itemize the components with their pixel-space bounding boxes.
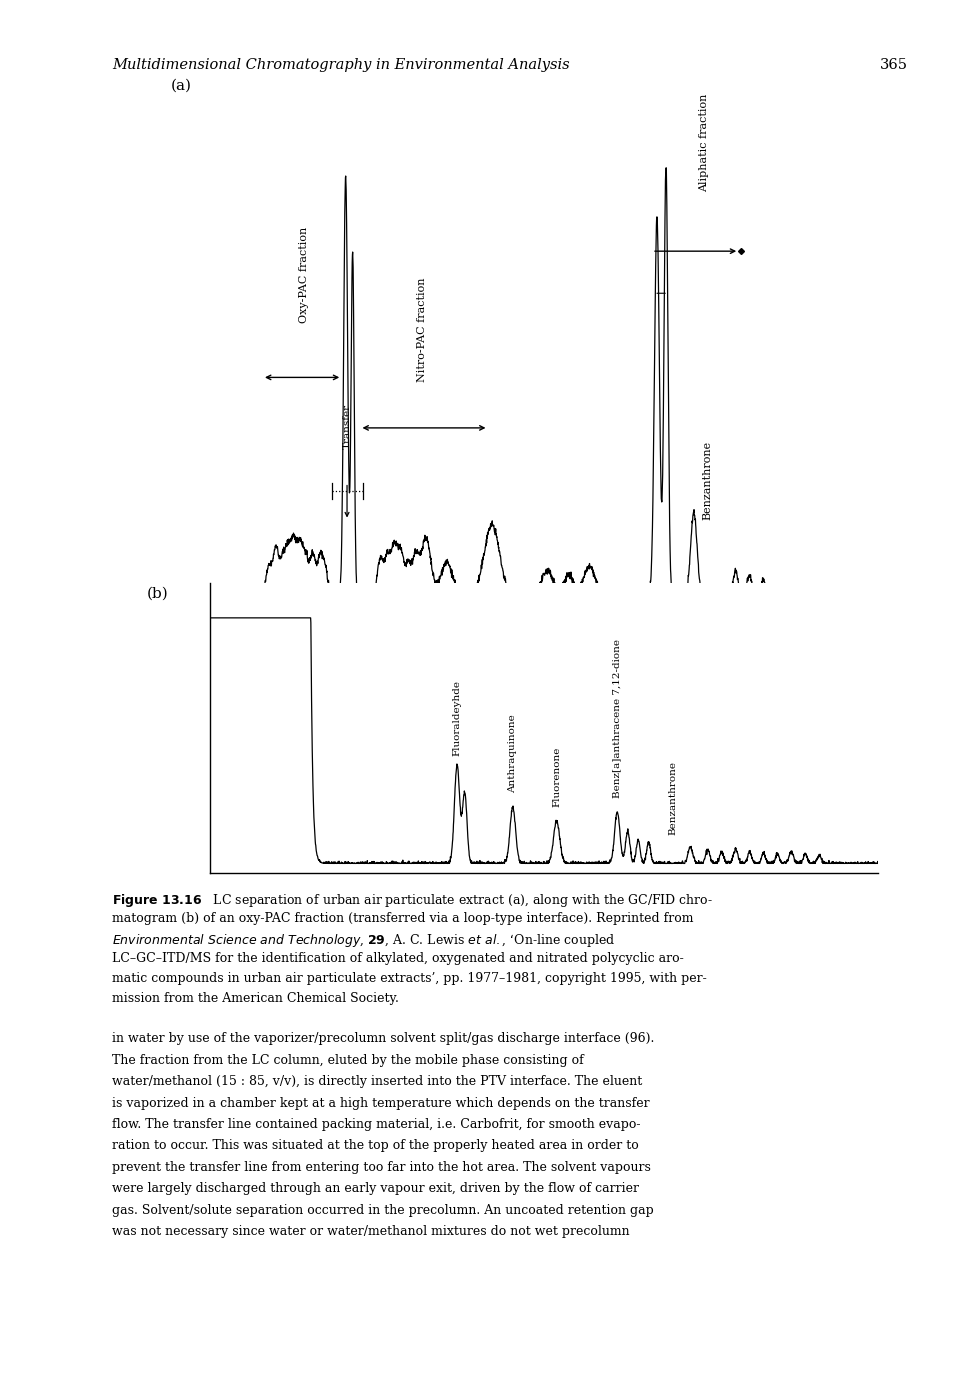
Text: Benzanthrone: Benzanthrone [669,761,677,836]
Text: Benz[a]anthracene 7,12-dione: Benz[a]anthracene 7,12-dione [613,639,622,798]
Text: ration to occur. This was situated at the top of the properly heated area in ord: ration to occur. This was situated at th… [112,1139,639,1152]
Text: water/methanol (15 : 85, v/v), is directly inserted into the PTV interface. The : water/methanol (15 : 85, v/v), is direct… [112,1076,642,1088]
Text: (b): (b) [146,587,168,601]
Text: LC–GC–ITD/MS for the identification of alkylated, oxygenated and nitrated polycy: LC–GC–ITD/MS for the identification of a… [112,953,684,965]
Text: 365: 365 [879,58,908,72]
Text: was not necessary since water or water/methanol mixtures do not wet precolumn: was not necessary since water or water/m… [112,1225,630,1237]
Text: Transfer: Transfer [343,403,351,449]
Text: $\mathbf{Figure\ 13.16}$   LC separation of urban air particulate extract (a), a: $\mathbf{Figure\ 13.16}$ LC separation o… [112,892,713,909]
Text: flow. The transfer line contained packing material, i.e. Carbofrit, for smooth e: flow. The transfer line contained packin… [112,1119,640,1131]
Text: Aliphatic fraction: Aliphatic fraction [699,94,710,192]
Text: Oxy-PAC fraction: Oxy-PAC fraction [299,226,308,323]
Text: Multidimensional Chromatography in Environmental Analysis: Multidimensional Chromatography in Envir… [112,58,570,72]
Text: mission from the American Chemical Society.: mission from the American Chemical Socie… [112,992,399,1005]
Text: matogram (b) of an oxy-PAC fraction (transferred via a loop-type interface). Rep: matogram (b) of an oxy-PAC fraction (tra… [112,913,694,925]
Text: matic compounds in urban air particulate extracts’, pp. 1977–1981, copyright 199: matic compounds in urban air particulate… [112,972,707,985]
Text: Fluoraldeyhde: Fluoraldeyhde [453,679,462,755]
Text: is vaporized in a chamber kept at a high temperature which depends on the transf: is vaporized in a chamber kept at a high… [112,1097,650,1109]
Text: Benzanthrone: Benzanthrone [703,442,712,521]
Text: prevent the transfer line from entering too far into the hot area. The solvent v: prevent the transfer line from entering … [112,1160,651,1174]
Text: Anthraquinone: Anthraquinone [508,714,517,793]
Text: gas. Solvent/solute separation occurred in the precolumn. An uncoated retention : gas. Solvent/solute separation occurred … [112,1204,654,1217]
Text: in water by use of the vaporizer/precolumn solvent split/gas discharge interface: in water by use of the vaporizer/precolu… [112,1033,655,1045]
Text: Nitro-PAC fraction: Nitro-PAC fraction [418,278,427,381]
Text: (a): (a) [171,79,192,93]
Text: The fraction from the LC column, eluted by the mobile phase consisting of: The fraction from the LC column, eluted … [112,1054,584,1066]
Text: $\mathit{Environmental\ Science\ and\ Technology}$, $\mathbf{29}$, A. C. Lewis $: $\mathit{Environmental\ Science\ and\ Te… [112,932,616,949]
Text: were largely discharged through an early vapour exit, driven by the flow of carr: were largely discharged through an early… [112,1182,639,1195]
Text: Fluorenone: Fluorenone [552,747,561,808]
